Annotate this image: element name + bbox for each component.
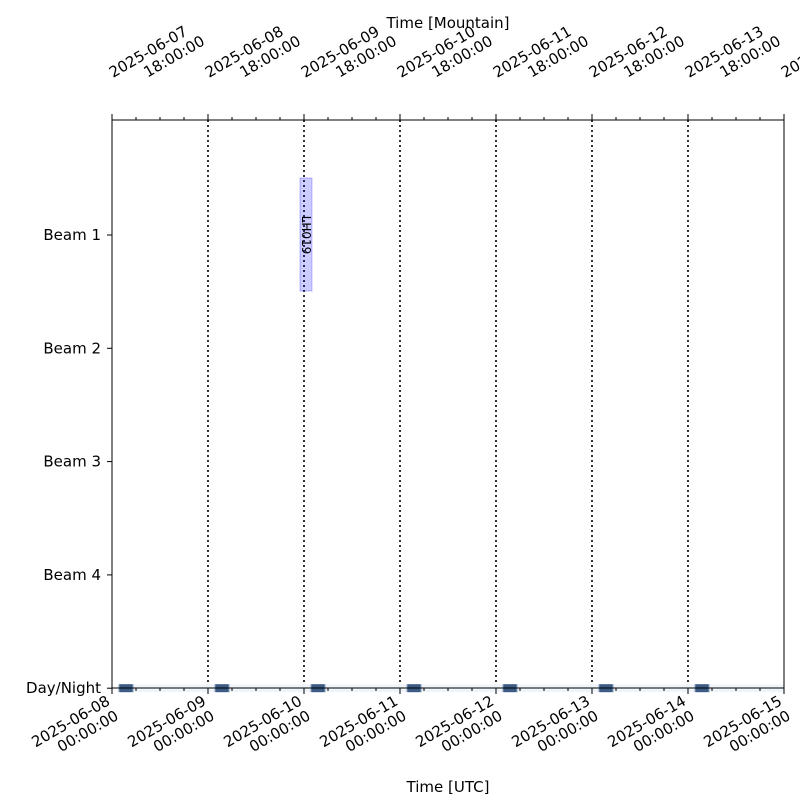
bottom-tick-label: 2025-06-1100:00:00 xyxy=(316,692,409,766)
bottom-tick-label: 2025-06-1300:00:00 xyxy=(508,692,601,766)
top-axis-title: Time [Mountain] xyxy=(385,14,509,32)
bottom-tick-label: 2025-06-1000:00:00 xyxy=(220,692,313,766)
plot-frame xyxy=(111,119,785,689)
row-label: Beam 4 xyxy=(43,566,101,584)
top-tick-label: 2025-06-0918:00:00 xyxy=(298,17,400,96)
top-tick-label: 2025-06-0718:00:00 xyxy=(106,17,208,96)
bottom-tick-label: 2025-06-1400:00:00 xyxy=(604,692,697,766)
bottom-tick-label: 2025-06-0800:00:00 xyxy=(28,692,121,766)
row-label: Beam 2 xyxy=(43,339,101,357)
top-tick-label: 2025-06-1218:00:00 xyxy=(586,17,688,96)
row-label: Beam 3 xyxy=(43,453,101,471)
row-label: Beam 1 xyxy=(43,226,101,244)
bottom-axis-title: Time [UTC] xyxy=(406,778,490,796)
top-tick-label: 2025-06-1318:00:00 xyxy=(682,17,784,96)
observation-label: LH019 xyxy=(299,216,313,255)
row-label: Day/Night xyxy=(26,679,101,697)
top-tick-label: 2025-06-0818:00:00 xyxy=(202,17,304,96)
bottom-tick-label: 2025-06-1200:00:00 xyxy=(412,692,505,766)
bottom-tick-label: 2025-06-1500:00:00 xyxy=(700,692,793,766)
observation-block xyxy=(299,177,313,292)
bottom-tick-label: 2025-06-0900:00:00 xyxy=(124,692,217,766)
top-tick-label: 2025-06-1418:00:00 xyxy=(778,17,800,96)
